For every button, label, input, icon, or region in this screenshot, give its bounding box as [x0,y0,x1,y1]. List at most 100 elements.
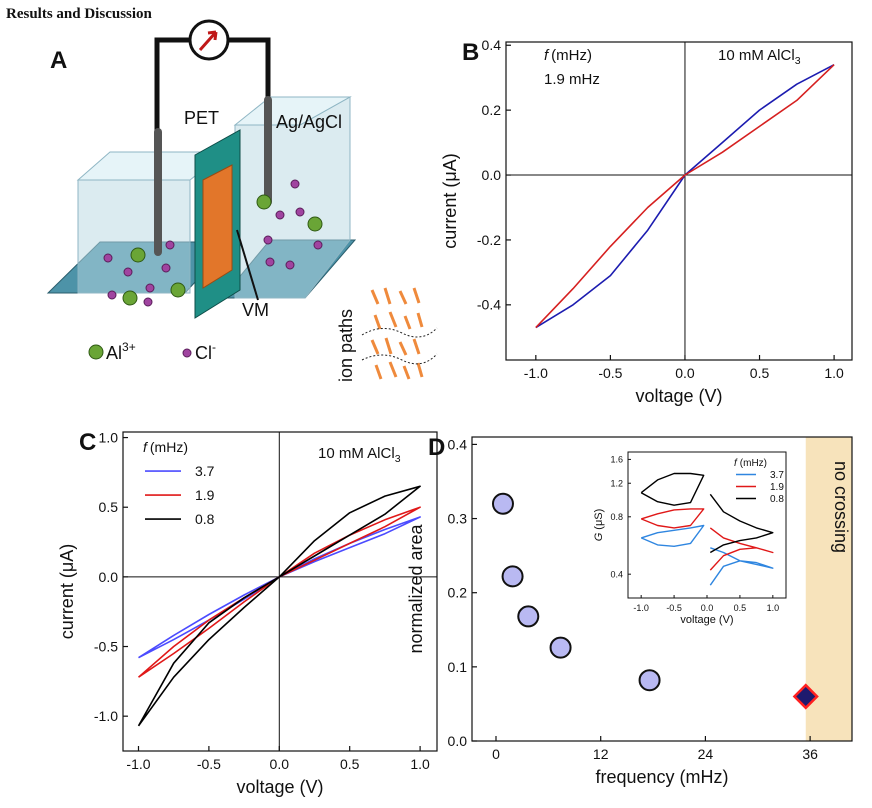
x-tick-label: 0.5 [734,603,747,613]
section-heading: Results and Discussion [6,6,153,22]
subscript: 3 [395,453,401,465]
text-part: (mHz) [551,47,592,64]
y-tick-label: 0.8 [610,512,623,522]
y-tick-label: 0.4 [610,569,623,579]
x-tick-label: -1.0 [524,365,548,381]
y-tick-label: 0.0 [99,569,119,585]
y-tick-label: 0.0 [482,167,502,183]
y-tick-label: 0.3 [448,510,468,526]
x-tick-label: -1.0 [633,603,649,613]
shaded-region [805,437,852,741]
annotation: 1.9 mHz [544,71,600,88]
circle-marker [491,492,514,515]
y-tick-label: -1.0 [94,708,118,724]
y-tick-label: -0.4 [477,297,501,313]
x-tick-label: 0.0 [675,365,695,381]
legend-label: 0.8 [770,494,784,505]
legend-title: f (mHz) [143,439,188,455]
cl-legend-marker [182,348,192,358]
y-tick-label: 1.2 [610,478,623,488]
ion-paths-pattern [370,287,424,380]
x-tick-label: -0.5 [598,365,622,381]
meter-needle [198,30,218,51]
x-tick-label: 0.0 [270,756,290,772]
y-tick-label: 1.0 [99,429,119,445]
left-tank [77,179,191,294]
x-tick-label: -0.5 [666,603,682,613]
data-line [640,508,774,571]
x-tick-label: -1.0 [126,756,150,772]
x-axis-label: frequency (mHz) [595,767,728,787]
ion-paths-label: ion paths [336,309,356,382]
wire [154,37,271,150]
diamond-marker [792,683,819,710]
al-ions [122,194,323,306]
data-line [535,64,835,329]
y-tick-label: 0.2 [448,585,468,601]
y-axis-label: current (μA) [57,544,77,639]
x-tick-label: 24 [698,746,714,762]
panel-letter: D [428,434,445,461]
y-tick-label: 0.4 [448,436,468,452]
vm-pointer [236,229,259,301]
legend-label: 1.9 [770,482,784,493]
y-tick-label: 0.1 [448,659,468,675]
text-part: 10 mM AlCl [718,47,795,64]
plot-frame [505,41,853,361]
y-axis-label: current (μA) [440,153,460,248]
circle-marker [638,669,661,692]
ion-path-line [361,327,438,365]
annotation: 10 mM AlCl3 [318,445,401,465]
y-axis-label: normalized area [406,523,426,653]
subscript: 3 [795,55,801,67]
legend-label: 3.7 [195,463,215,479]
text-part: 10 mM AlCl [318,445,395,462]
legend-label: 0.8 [195,511,215,527]
text-part: (mHz) [150,439,188,455]
y-tick-label: -0.5 [94,638,118,654]
vm-membrane [202,164,233,289]
shaded-label: no crossing [831,461,851,553]
data-line [137,485,421,727]
y-tick-label: 0.4 [482,37,502,53]
panel-letter: B [462,39,479,66]
circle-marker [549,636,572,659]
panel-a-diagram: A PET Ag/AgCl VM Al3+ Cl- ion paths [46,19,438,382]
x-axis-label: voltage (V) [635,386,722,406]
x-tick-label: 1.0 [410,756,430,772]
annotation: 10 mM AlCl3 [718,47,801,67]
al-legend-label: Al3+ [106,340,136,363]
x-axis-label: voltage (V) [680,614,733,626]
x-tick-label: 12 [593,746,609,762]
right-tank-top [233,96,352,126]
panel-letter: A [50,47,67,74]
x-tick-label: -0.5 [197,756,221,772]
x-tick-label: 36 [802,746,818,762]
electrode [264,96,272,206]
cl-ions [103,179,323,307]
x-tick-label: 0.5 [340,756,360,772]
legend-label: 1.9 [195,487,215,503]
x-tick-label: 1.0 [824,365,844,381]
panel-letter: C [79,429,96,456]
italic-part: f [734,458,738,469]
y-tick-label: 0.0 [448,733,468,749]
italic-part: f [143,439,149,455]
text-part: (μS) [593,509,605,530]
italic-part: G [593,532,605,541]
y-tick-label: 0.2 [482,102,502,118]
x-tick-label: 0 [492,746,500,762]
x-tick-label: 1.0 [767,603,780,613]
vm-label: VM [242,300,269,320]
circle-marker [517,605,540,628]
cl-legend-label: Cl- [195,340,216,363]
legend-label: 3.7 [770,470,784,481]
text-part: (mHz) [740,458,767,469]
legend-title: f (mHz) [734,458,767,469]
x-tick-label: 0.0 [701,603,714,613]
x-tick-label: 0.5 [750,365,770,381]
y-tick-label: 1.6 [610,455,623,465]
plot-frame [122,431,438,752]
data-line [640,524,774,586]
